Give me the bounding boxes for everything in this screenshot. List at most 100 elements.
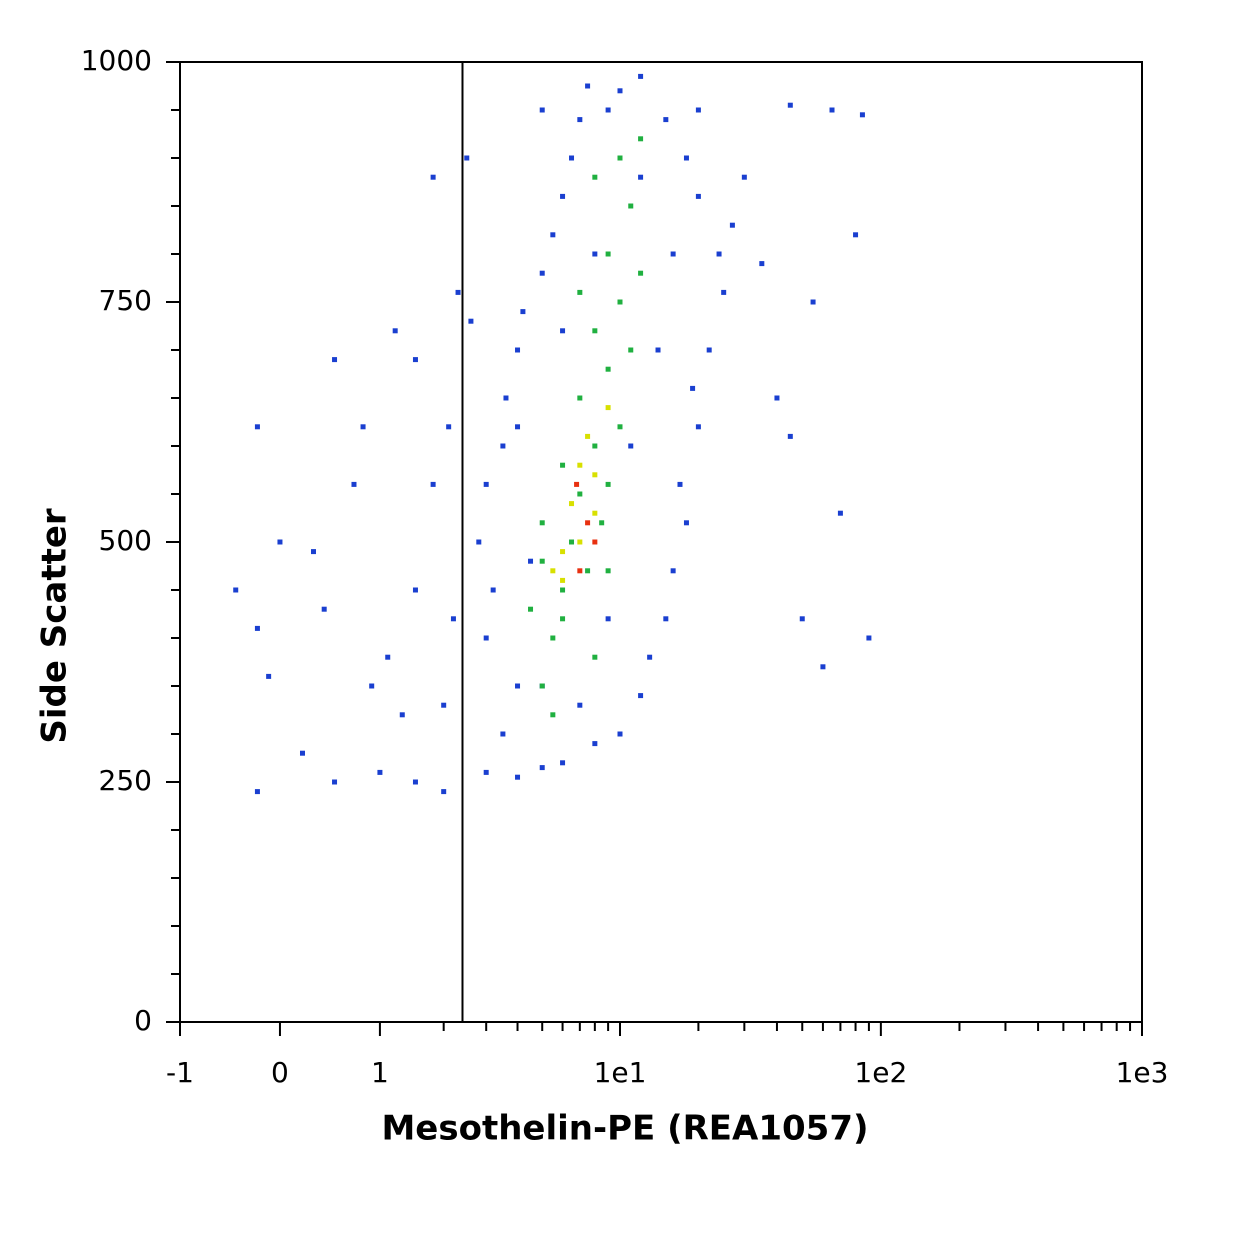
- point: [560, 577, 566, 583]
- point: [787, 102, 793, 108]
- point: [266, 673, 272, 679]
- point: [837, 510, 843, 516]
- point: [617, 424, 623, 430]
- point: [695, 424, 701, 430]
- x-tick-label: 1: [371, 1056, 389, 1089]
- point: [539, 520, 545, 526]
- point: [599, 520, 605, 526]
- point: [638, 73, 644, 79]
- point: [577, 462, 583, 468]
- y-tick-label: 0: [134, 1004, 152, 1037]
- point: [377, 769, 383, 775]
- point: [574, 481, 580, 487]
- point: [464, 155, 470, 161]
- point: [483, 481, 489, 487]
- y-axis-label: Side Scatter: [35, 508, 75, 744]
- plot-frame: [179, 61, 1143, 1023]
- point: [455, 289, 461, 295]
- point: [515, 347, 521, 353]
- point: [592, 741, 598, 747]
- point: [550, 232, 556, 238]
- point: [569, 539, 575, 545]
- point: [332, 779, 338, 785]
- y-tick-label: 750: [99, 284, 152, 317]
- point: [441, 702, 447, 708]
- point: [560, 328, 566, 334]
- y-tick-label: 250: [99, 764, 152, 797]
- point: [585, 520, 591, 526]
- point: [592, 539, 598, 545]
- point: [605, 405, 611, 411]
- point: [605, 107, 611, 113]
- point: [515, 774, 521, 780]
- point: [628, 443, 634, 449]
- point: [560, 462, 566, 468]
- point: [500, 443, 506, 449]
- point: [539, 558, 545, 564]
- point: [577, 491, 583, 497]
- point: [254, 625, 260, 631]
- point: [539, 270, 545, 276]
- point: [369, 683, 375, 689]
- point: [605, 616, 611, 622]
- point: [321, 606, 327, 612]
- x-tick-label: 0: [271, 1056, 289, 1089]
- point: [441, 789, 447, 795]
- point: [332, 357, 338, 363]
- point: [500, 731, 506, 737]
- point: [560, 549, 566, 555]
- point: [721, 289, 727, 295]
- point: [299, 750, 305, 756]
- x-tick-label: 1e3: [1116, 1056, 1169, 1089]
- point: [799, 616, 805, 622]
- point: [638, 136, 644, 142]
- point: [592, 443, 598, 449]
- point: [774, 395, 780, 401]
- point: [866, 635, 872, 641]
- point: [483, 635, 489, 641]
- point: [430, 481, 436, 487]
- point: [617, 155, 623, 161]
- point: [446, 424, 452, 430]
- point: [628, 347, 634, 353]
- point: [351, 481, 357, 487]
- point: [605, 568, 611, 574]
- point: [412, 357, 418, 363]
- point: [592, 654, 598, 660]
- point: [683, 155, 689, 161]
- point: [539, 765, 545, 771]
- point: [254, 424, 260, 430]
- point: [628, 203, 634, 209]
- point: [468, 318, 474, 324]
- point: [585, 568, 591, 574]
- point: [820, 664, 826, 670]
- point: [560, 616, 566, 622]
- point: [617, 299, 623, 305]
- point: [592, 174, 598, 180]
- point: [277, 539, 283, 545]
- point: [670, 251, 676, 257]
- point: [360, 424, 366, 430]
- point: [829, 107, 835, 113]
- point: [577, 395, 583, 401]
- point: [515, 424, 521, 430]
- point: [683, 520, 689, 526]
- point: [605, 251, 611, 257]
- point: [520, 309, 526, 315]
- point: [759, 261, 765, 267]
- point: [503, 395, 509, 401]
- point: [638, 270, 644, 276]
- point: [677, 481, 683, 487]
- point: [647, 654, 653, 660]
- point: [605, 366, 611, 372]
- point: [859, 112, 865, 118]
- point: [690, 385, 696, 391]
- point: [695, 107, 701, 113]
- point: [254, 789, 260, 795]
- point: [490, 587, 496, 593]
- point: [476, 539, 482, 545]
- point: [515, 683, 521, 689]
- point: [430, 174, 436, 180]
- point: [560, 193, 566, 199]
